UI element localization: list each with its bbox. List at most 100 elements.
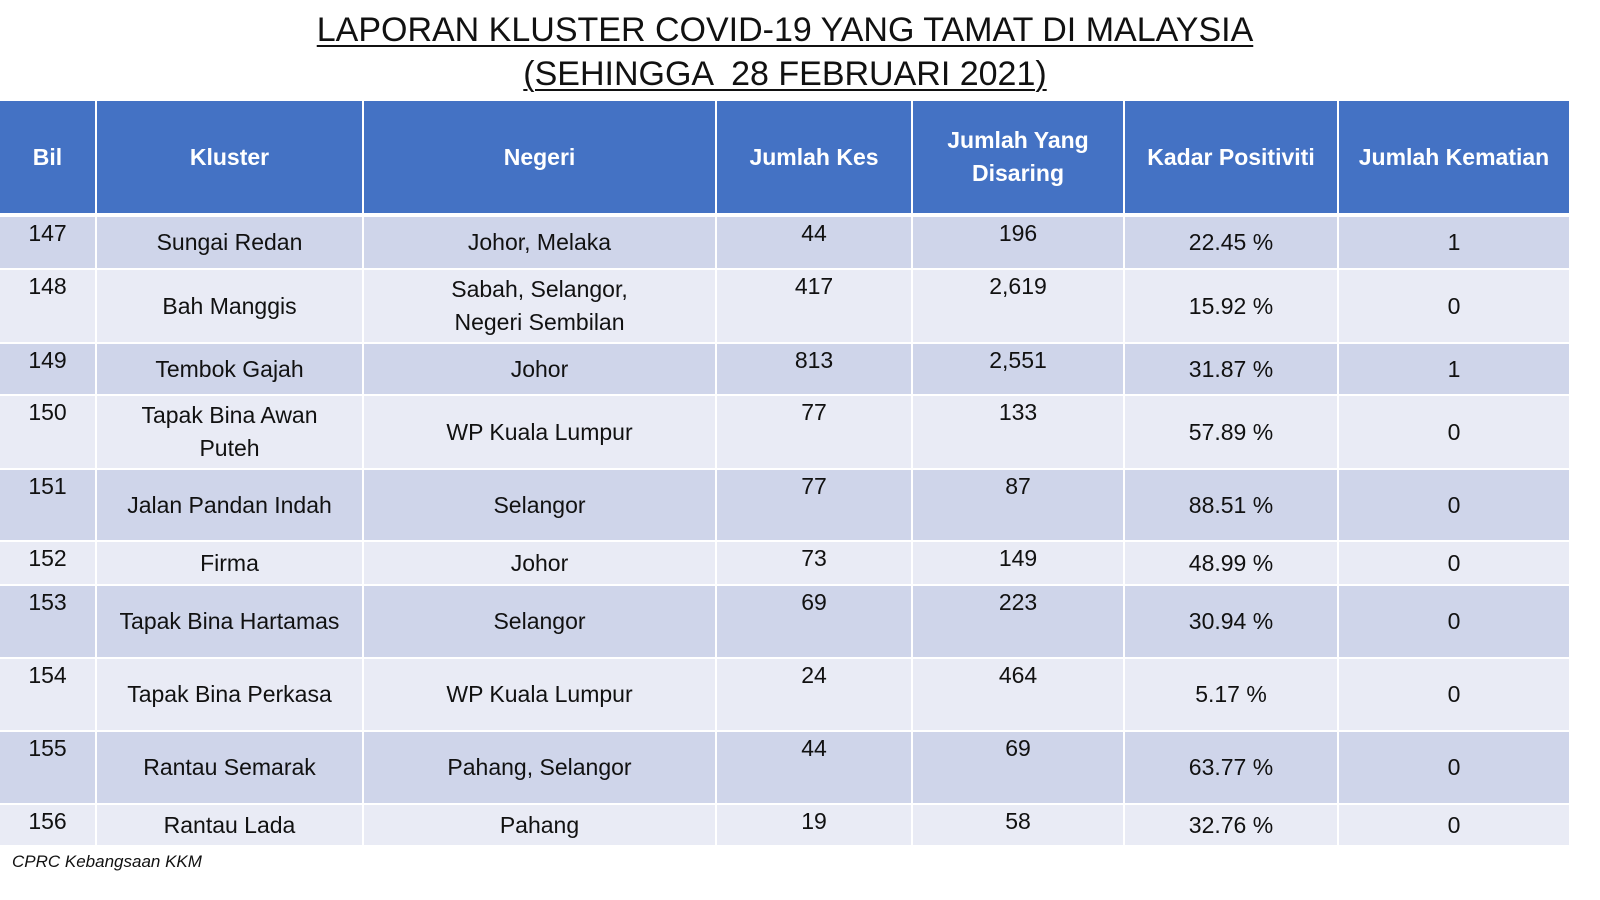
cell-jumlah-kematian: 0 xyxy=(1337,269,1571,344)
cell-kluster-line: Firma xyxy=(200,549,259,576)
cell-jumlah-disaring: 69 xyxy=(911,731,1125,805)
cell-jumlah-kematian: 0 xyxy=(1337,469,1571,542)
cell-kadar-positiviti: 63.77 % xyxy=(1123,731,1339,805)
cell-kadar-positiviti: 22.45 % xyxy=(1123,215,1339,270)
header-jumlah-disaring-line-1: Jumlah Yang xyxy=(947,127,1089,153)
cell-bil: 150 xyxy=(0,395,97,470)
header-kadar-positiviti: Kadar Positiviti xyxy=(1123,101,1339,217)
cell-jumlah-disaring: 87 xyxy=(911,469,1125,542)
cell-bil: 148 xyxy=(0,269,97,344)
cell-kadar-positiviti: 88.51 % xyxy=(1123,469,1339,542)
table-row: 154 Tapak Bina Perkasa WP Kuala Lumpur 24 46… xyxy=(0,658,1571,732)
cell-negeri-line: Pahang, Selangor xyxy=(447,754,632,780)
cell-jumlah-disaring: 149 xyxy=(911,541,1125,586)
cell-jumlah-kes: 44 xyxy=(715,215,913,270)
cell-bil: 156 xyxy=(0,804,97,847)
table-row: 153 Tapak Bina Hartamas Selangor 69 223 30.94… xyxy=(0,585,1571,659)
cell-negeri: Selangor xyxy=(362,469,717,542)
cell-negeri-line: WP Kuala Lumpur xyxy=(446,418,633,445)
cell-bil: 154 xyxy=(0,658,97,732)
table-row: 147 Sungai Redan Johor, Melaka 44 196 22.45 %… xyxy=(0,215,1571,270)
cell-kluster: Bah Manggis xyxy=(95,269,364,344)
cell-kluster: Sungai Redan xyxy=(95,215,364,270)
title-line-2: (SEHINGGA 28 FEBRUARI 2021) xyxy=(523,55,1047,93)
cell-kluster-line: Bah Manggis xyxy=(162,292,297,319)
cell-kluster: Rantau Lada xyxy=(95,804,364,847)
cell-jumlah-disaring: 58 xyxy=(911,804,1125,847)
table-row: 152 Firma Johor 73 149 48.99 % 0 xyxy=(0,541,1571,586)
cell-negeri-line: Johor xyxy=(510,549,569,576)
cell-jumlah-kes: 813 xyxy=(715,343,913,396)
table-row: 149 Tembok Gajah Johor 813 2,551 31.87 % 1 xyxy=(0,343,1571,396)
cell-negeri-line: Negeri Sembilan xyxy=(454,309,625,335)
cell-jumlah-kematian: 0 xyxy=(1337,395,1571,470)
cell-jumlah-disaring: 133 xyxy=(911,395,1125,470)
cell-negeri: Johor, Melaka xyxy=(362,215,717,270)
cell-kadar-positiviti: 30.94 % xyxy=(1123,585,1339,659)
header-jumlah-kematian: Jumlah Kematian xyxy=(1337,101,1571,217)
header-kluster: Kluster xyxy=(95,101,364,217)
cell-kluster-line: Tapak Bina Awan xyxy=(141,402,318,428)
cell-bil: 147 xyxy=(0,215,97,270)
cell-jumlah-kematian: 0 xyxy=(1337,804,1571,847)
cell-jumlah-disaring: 196 xyxy=(911,215,1125,270)
cell-kluster: Rantau Semarak xyxy=(95,731,364,805)
cell-jumlah-kematian: 1 xyxy=(1337,343,1571,396)
cell-negeri: WP Kuala Lumpur xyxy=(362,395,717,470)
cell-jumlah-kes: 44 xyxy=(715,731,913,805)
cell-negeri-line: WP Kuala Lumpur xyxy=(446,681,633,707)
cell-jumlah-kes: 73 xyxy=(715,541,913,586)
cell-bil: 149 xyxy=(0,343,97,396)
cell-negeri: Selangor xyxy=(362,585,717,659)
cell-jumlah-disaring: 223 xyxy=(911,585,1125,659)
header-jumlah-disaring: Jumlah Yang Disaring xyxy=(911,101,1125,217)
cell-negeri-line: Sabah, Selangor, xyxy=(451,276,628,302)
header-jumlah-disaring-line-2: Disaring xyxy=(971,160,1065,186)
cell-jumlah-disaring: 464 xyxy=(911,658,1125,732)
cell-bil: 155 xyxy=(0,731,97,805)
cell-negeri: WP Kuala Lumpur xyxy=(362,658,717,732)
cell-kluster: Tapak Bina Perkasa xyxy=(95,658,364,732)
cell-jumlah-kes: 19 xyxy=(715,804,913,847)
cell-kluster: Firma xyxy=(95,541,364,586)
title-line-1: LAPORAN KLUSTER COVID-19 YANG TAMAT DI M… xyxy=(316,11,1254,49)
table-header-row: Bil Kluster Negeri Jumlah Kes Jumlah Yan… xyxy=(0,101,1571,217)
table-row: 155 Rantau Semarak Pahang, Selangor 44 69 63.… xyxy=(0,731,1571,805)
cell-kadar-positiviti: 57.89 % xyxy=(1123,395,1339,470)
cell-bil: 151 xyxy=(0,469,97,542)
cell-kluster-line: Sungai Redan xyxy=(156,229,303,255)
cell-jumlah-kematian: 0 xyxy=(1337,658,1571,732)
cell-jumlah-kes: 69 xyxy=(715,585,913,659)
cell-kluster-line: Puteh xyxy=(199,435,260,461)
cell-negeri-line: Johor, Melaka xyxy=(467,229,612,255)
header-bil: Bil xyxy=(0,101,97,217)
cluster-table: Bil Kluster Negeri Jumlah Kes Jumlah Yan… xyxy=(0,101,1571,847)
cell-kluster-line: Jalan Pandan Indah xyxy=(127,491,332,518)
cell-negeri: Sabah, Selangor, Negeri Sembilan xyxy=(362,269,717,344)
cell-kluster-line: Tapak Bina Perkasa xyxy=(127,681,332,707)
cell-kadar-positiviti: 48.99 % xyxy=(1123,541,1339,586)
cell-jumlah-kes: 417 xyxy=(715,269,913,344)
cell-jumlah-kematian: 0 xyxy=(1337,731,1571,805)
cell-bil: 152 xyxy=(0,541,97,586)
table-row: 150 Tapak Bina Awan Puteh WP Kuala Lumpur 77… xyxy=(0,395,1571,470)
cell-negeri-line: Selangor xyxy=(493,608,586,634)
header-jumlah-kes: Jumlah Kes xyxy=(715,101,913,217)
cell-jumlah-kematian: 1 xyxy=(1337,215,1571,270)
table-row: 156 Rantau Lada Pahang 19 58 32.76 % 0 xyxy=(0,804,1571,847)
cell-kluster-line: Rantau Semarak xyxy=(143,754,316,780)
cell-negeri-line: Johor xyxy=(510,355,569,382)
cell-negeri: Pahang, Selangor xyxy=(362,731,717,805)
cell-jumlah-disaring: 2,551 xyxy=(911,343,1125,396)
cell-kluster: Tembok Gajah xyxy=(95,343,364,396)
cell-kadar-positiviti: 15.92 % xyxy=(1123,269,1339,344)
cell-kadar-positiviti: 31.87 % xyxy=(1123,343,1339,396)
cell-kluster: Tapak Bina Hartamas xyxy=(95,585,364,659)
cell-negeri-line: Pahang xyxy=(499,811,580,838)
report-title: LAPORAN KLUSTER COVID-19 YANG TAMAT DI M… xyxy=(0,8,1570,96)
cell-jumlah-disaring: 2,619 xyxy=(911,269,1125,344)
cell-bil: 153 xyxy=(0,585,97,659)
cell-kluster-line: Tapak Bina Hartamas xyxy=(119,608,340,634)
source-footer: CPRC Kebangsaan KKM xyxy=(12,852,202,871)
header-negeri: Negeri xyxy=(362,101,717,217)
